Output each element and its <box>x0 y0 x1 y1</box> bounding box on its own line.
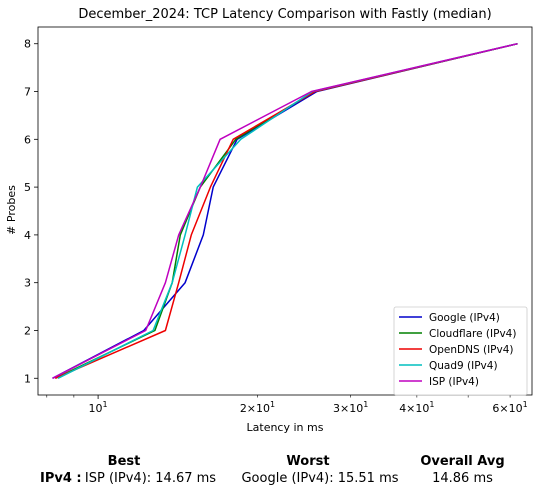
worst-value: Google (IPv4): 15.51 ms <box>241 471 399 486</box>
legend-label-cloudflare-ipv4: Cloudflare (IPv4) <box>429 328 516 340</box>
legend-box <box>393 306 528 396</box>
x-tick-label-40: 4×101 <box>399 400 434 415</box>
legend-label-opendns-ipv4: OpenDNS (IPv4) <box>429 344 514 356</box>
x-tick-label-20: 2×101 <box>240 400 275 415</box>
y-tick-label-2: 2 <box>24 324 31 337</box>
latency-chart: December_2024: TCP Latency Comparison wi… <box>5 7 533 434</box>
chart-title: December_2024: TCP Latency Comparison wi… <box>78 7 491 22</box>
overall-avg-header: Overall Avg <box>420 454 505 469</box>
ipv4-row-label: IPv4 : <box>40 471 82 486</box>
best-value: ISP (IPv4): 14.67 ms <box>84 471 217 486</box>
series-line-google-ipv4 <box>52 42 518 379</box>
legend-label-quad9-ipv4: Quad9 (IPv4) <box>429 360 498 372</box>
x-tick-label-30: 3×101 <box>333 400 368 415</box>
x-axis-label: Latency in ms <box>247 421 324 434</box>
x-tick-label-60: 6×101 <box>492 400 527 415</box>
y-tick-label-1: 1 <box>24 372 31 385</box>
y-tick-label-3: 3 <box>24 277 31 290</box>
worst-header: Worst <box>286 454 330 469</box>
y-tick-label-4: 4 <box>24 229 31 242</box>
plot-frame <box>37 26 533 396</box>
y-axis-label: # Probes <box>5 185 18 235</box>
x-tick-label-10: 101 <box>89 400 108 415</box>
series-line-quad9-ipv4 <box>57 42 518 379</box>
y-tick-label-5: 5 <box>24 181 31 194</box>
y-tick-label-8: 8 <box>24 38 31 51</box>
legend-label-isp-ipv4: ISP (IPv4) <box>429 376 479 388</box>
best-header: Best <box>107 454 141 469</box>
legend-label-google-ipv4: Google (IPv4) <box>429 312 500 324</box>
summary-table: Best Worst Overall Avg IPv4 : ISP (IPv4)… <box>0 450 541 496</box>
y-tick-label-7: 7 <box>24 86 31 99</box>
overall-avg-value: 14.86 ms <box>432 471 493 486</box>
series-line-isp-ipv4 <box>52 42 518 379</box>
y-tick-label-6: 6 <box>24 133 31 146</box>
